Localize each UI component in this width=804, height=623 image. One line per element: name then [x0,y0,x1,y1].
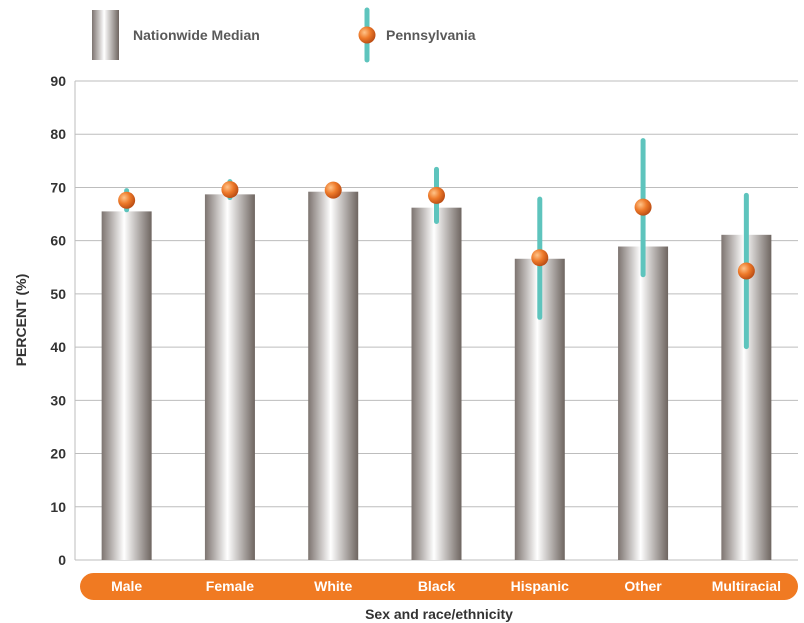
y-tick-labels: 0 10 20 30 40 50 60 70 80 90 [50,73,66,568]
y-tick-label: 70 [50,179,66,195]
bar [101,211,152,560]
y-tick-label: 60 [50,233,66,249]
y-axis-title: PERCENT (%) [13,274,29,367]
legend-point-swatch [358,26,376,44]
data-point [221,181,239,199]
data-point [324,181,342,199]
legend: Nationwide Median Pennsylvania [92,7,476,63]
y-tick-label: 20 [50,446,66,462]
bar [411,207,462,560]
x-tick-label: Hispanic [511,578,570,594]
x-tick-label: Male [111,578,142,594]
legend-point-label: Pennsylvania [386,27,476,43]
y-tick-label: 40 [50,339,66,355]
bar [308,191,359,561]
y-tick-label: 30 [50,392,66,408]
y-tick-label: 80 [50,126,66,142]
x-tick-labels: Male Female White Black Hispanic Other Multira… [111,578,781,594]
x-tick-label: White [314,578,352,594]
x-tick-label: Other [624,578,662,594]
data-point [737,262,755,280]
y-tick-label: 10 [50,499,66,515]
data-point [531,249,549,267]
data-point [428,186,445,204]
bar [618,246,669,560]
x-tick-label: Female [206,578,254,594]
legend-bar-swatch [92,10,119,60]
data-point [118,191,136,209]
category-band [80,573,798,600]
x-tick-label: Black [418,578,456,594]
legend-bar-label: Nationwide Median [133,27,260,43]
bar [204,194,255,560]
data-point [634,198,652,216]
y-tick-label: 50 [50,286,66,302]
y-tick-label: 0 [58,552,66,568]
x-tick-label: Multiracial [712,578,781,594]
y-tick-label: 90 [50,73,66,89]
state-points [118,181,755,280]
x-axis-title: Sex and race/ethnicity [365,606,513,622]
bars [101,191,772,561]
